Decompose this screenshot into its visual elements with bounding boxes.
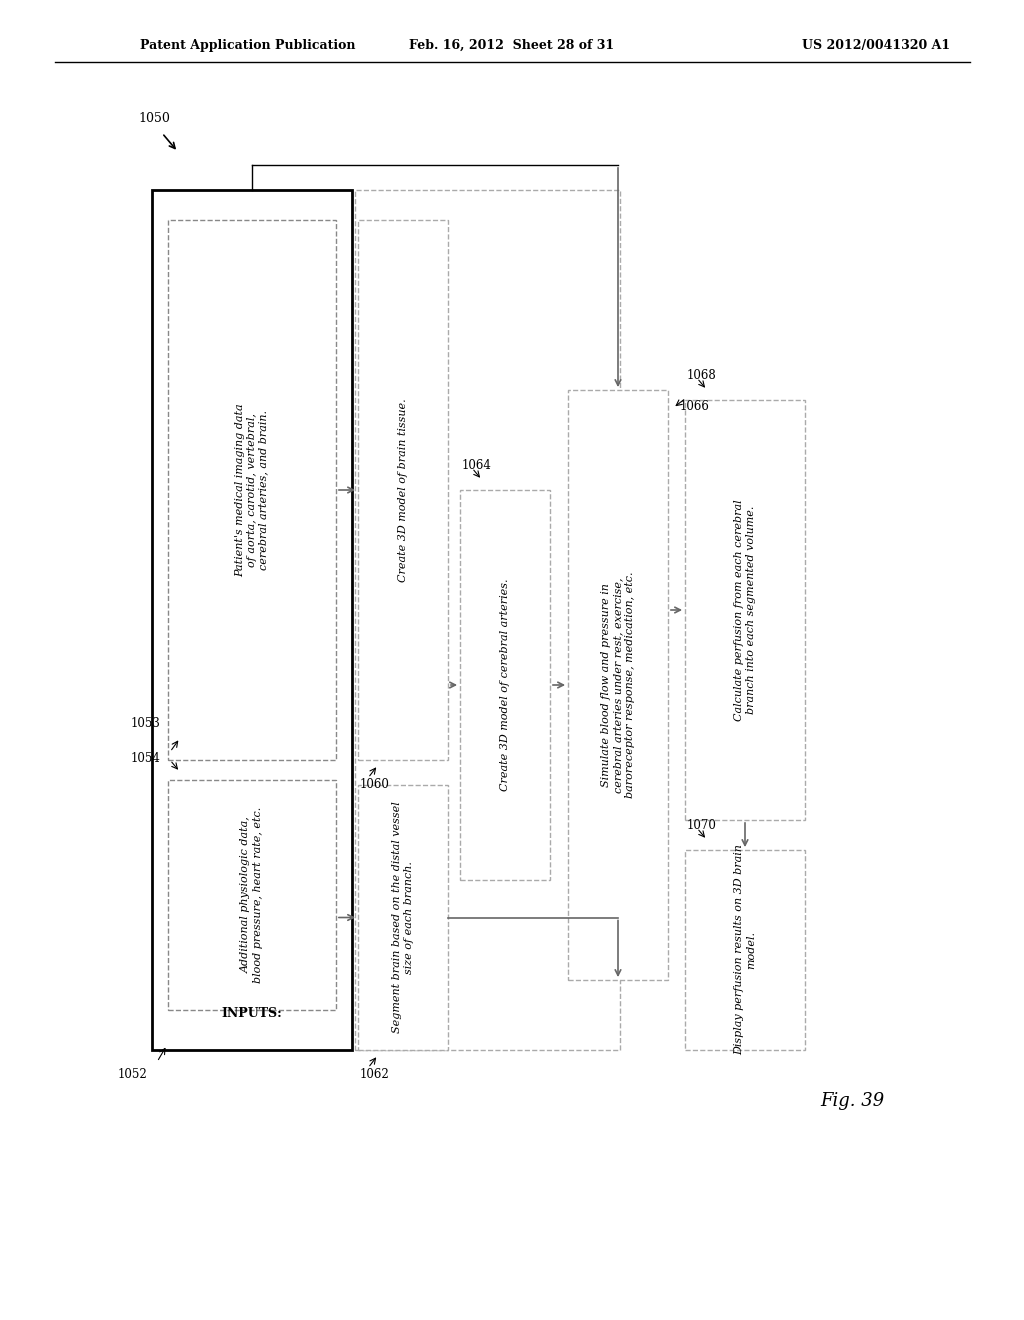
Text: Calculate perfusion from each cerebral
branch into each segmented volume.: Calculate perfusion from each cerebral b… bbox=[734, 499, 756, 721]
Bar bbox=[460, 490, 550, 880]
Bar bbox=[168, 220, 336, 760]
Text: Create 3D model of cerebral arteries.: Create 3D model of cerebral arteries. bbox=[500, 578, 510, 791]
Text: 1066: 1066 bbox=[680, 400, 710, 413]
Bar bbox=[685, 850, 805, 1049]
Text: 1064: 1064 bbox=[462, 459, 492, 473]
Bar bbox=[568, 389, 668, 979]
Bar bbox=[358, 220, 449, 760]
Text: Simulate blood flow and pressure in
cerebral arteries under rest, exercise,
baro: Simulate blood flow and pressure in cere… bbox=[601, 572, 635, 799]
Bar bbox=[358, 785, 449, 1049]
Text: INPUTS:: INPUTS: bbox=[221, 1007, 283, 1020]
Text: Display perfusion results on 3D brain
model.: Display perfusion results on 3D brain mo… bbox=[734, 845, 756, 1056]
Text: 1068: 1068 bbox=[687, 370, 717, 381]
Text: 1070: 1070 bbox=[687, 818, 717, 832]
Text: Segment brain based on the distal vessel
size of each branch.: Segment brain based on the distal vessel… bbox=[392, 801, 414, 1034]
Bar bbox=[152, 190, 352, 1049]
Text: US 2012/0041320 A1: US 2012/0041320 A1 bbox=[802, 40, 950, 51]
Bar bbox=[168, 780, 336, 1010]
Text: 1050: 1050 bbox=[138, 112, 170, 125]
Text: Patient's medical imaging data
of aorta, carotid, vertebral,
cerebral arteries, : Patient's medical imaging data of aorta,… bbox=[236, 403, 268, 577]
Text: Feb. 16, 2012  Sheet 28 of 31: Feb. 16, 2012 Sheet 28 of 31 bbox=[410, 40, 614, 51]
Text: 1052: 1052 bbox=[118, 1068, 147, 1081]
Text: 1053: 1053 bbox=[130, 717, 160, 730]
Text: Additional physiologic data,
blood pressure, heart rate, etc.: Additional physiologic data, blood press… bbox=[242, 807, 263, 983]
Bar bbox=[355, 190, 620, 1049]
Text: Fig. 39: Fig. 39 bbox=[820, 1092, 885, 1110]
Text: 1062: 1062 bbox=[360, 1068, 390, 1081]
Text: 1060: 1060 bbox=[360, 777, 390, 791]
Text: Create 3D model of brain tissue.: Create 3D model of brain tissue. bbox=[398, 399, 408, 582]
Text: 1054: 1054 bbox=[130, 752, 160, 766]
Text: Patent Application Publication: Patent Application Publication bbox=[140, 40, 355, 51]
Bar bbox=[685, 400, 805, 820]
